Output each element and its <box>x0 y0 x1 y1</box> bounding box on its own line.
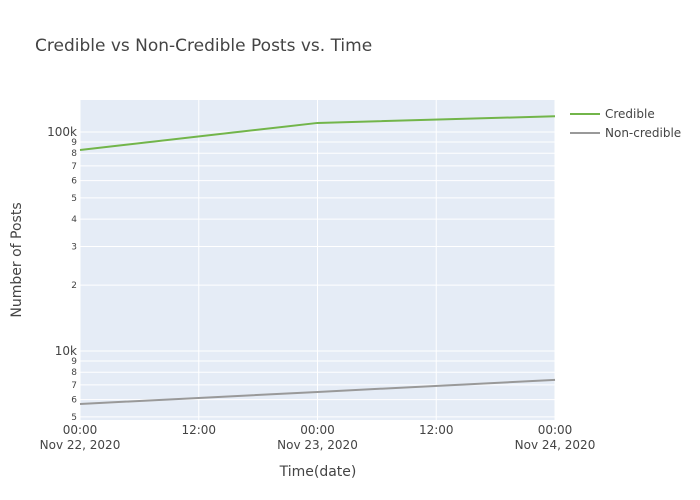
series-line <box>79 115 556 151</box>
y-tick-label: 6 <box>71 396 77 406</box>
x-tick-label: 00:00 <box>300 423 335 437</box>
y-tick-label: 8 <box>71 149 77 159</box>
y-tick-label: 8 <box>71 368 77 378</box>
y-tick-label: 4 <box>71 215 77 225</box>
x-axis-title: Time(date) <box>279 464 357 480</box>
y-tick-label: 9 <box>71 357 77 367</box>
series-line <box>79 378 556 405</box>
y-tick-label: 9 <box>71 138 77 148</box>
y-tick-label: 2 <box>71 281 77 291</box>
y-tick-label: 7 <box>71 381 77 391</box>
x-tick-label: Nov 23, 2020 <box>277 438 358 452</box>
y-tick-label: 6 <box>71 177 77 187</box>
y-tick-label: 5 <box>71 413 77 423</box>
y-axis-title: Number of Posts <box>9 202 25 317</box>
y-tick-label: 7 <box>71 162 77 172</box>
y-tick-label: 10k <box>55 344 77 358</box>
x-tick-label: Nov 24, 2020 <box>515 438 596 452</box>
x-tick-label: 00:00 <box>63 423 98 437</box>
x-tick-label: 00:00 <box>538 423 573 437</box>
x-tick-label: Nov 22, 2020 <box>40 438 121 452</box>
legend-label: Credible <box>605 107 655 121</box>
x-tick-label: 12:00 <box>181 423 216 437</box>
chart-title: Credible vs Non-Credible Posts vs. Time <box>35 36 372 56</box>
y-tick-label: 5 <box>71 194 77 204</box>
legend-label: Non-credible <box>605 126 681 140</box>
x-tick-label: 12:00 <box>419 423 454 437</box>
y-tick-label: 3 <box>71 243 77 253</box>
y-tick-label: 100k <box>47 125 77 139</box>
